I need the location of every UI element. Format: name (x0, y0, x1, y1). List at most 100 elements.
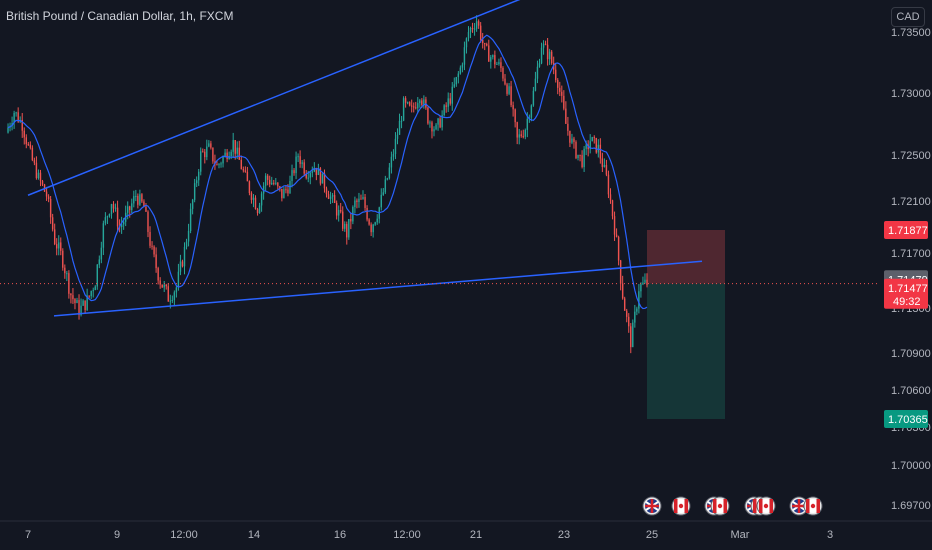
candle (41, 180, 44, 185)
candle (632, 322, 634, 348)
candle (561, 91, 563, 96)
candle (275, 182, 277, 184)
candle (382, 192, 385, 195)
candle (51, 217, 54, 230)
candle (25, 137, 27, 145)
candle (96, 264, 98, 287)
uk-flag-icon[interactable] (642, 496, 662, 516)
candle (299, 156, 301, 164)
candle (583, 148, 585, 167)
canada-flag-icon[interactable] (756, 496, 776, 516)
candle (532, 90, 535, 106)
candle (108, 214, 111, 217)
candle (129, 206, 131, 211)
flag-band (684, 499, 688, 513)
candle (303, 162, 305, 174)
candle (285, 189, 287, 191)
candle (621, 283, 624, 299)
candle (224, 152, 226, 157)
target-price-tag: 1.70365 (888, 414, 928, 426)
candle (423, 99, 425, 105)
candle (104, 217, 107, 224)
candle (157, 268, 159, 281)
x-tick-label: 25 (646, 529, 658, 541)
candle (441, 115, 443, 128)
candle (90, 291, 92, 297)
candle (106, 216, 109, 218)
uk-flag-icon[interactable] (789, 496, 809, 516)
candle (419, 100, 421, 104)
candle (323, 173, 326, 189)
candle (266, 175, 269, 180)
candle (195, 180, 198, 184)
flag-band (674, 499, 678, 513)
candle (392, 154, 395, 157)
candle (185, 241, 188, 247)
candle (317, 168, 320, 176)
candle (573, 138, 575, 142)
candle (555, 69, 557, 80)
candle (173, 292, 176, 300)
candle (617, 236, 620, 261)
candle (60, 242, 62, 251)
candle (315, 167, 318, 176)
candle (228, 156, 230, 160)
candle (457, 73, 460, 78)
candle (169, 300, 172, 302)
canada-flag-icon[interactable] (803, 496, 823, 516)
candle (404, 98, 407, 103)
flag-band (713, 499, 717, 513)
canada-flag-icon[interactable] (710, 496, 730, 516)
candle (410, 105, 413, 107)
candle (634, 311, 636, 323)
candle (346, 223, 348, 238)
candle (147, 211, 149, 232)
candle (329, 196, 332, 199)
candle (386, 178, 389, 180)
candle (187, 231, 190, 242)
candle (291, 170, 293, 181)
candle (431, 122, 433, 132)
candle (601, 158, 604, 167)
candle (102, 223, 105, 248)
candle (463, 47, 466, 65)
candle (153, 246, 155, 255)
candle (520, 134, 522, 137)
candle (628, 316, 630, 327)
candle (238, 147, 240, 160)
trendline-upper (27, 0, 521, 196)
x-tick-label: 7 (25, 529, 31, 541)
candle (589, 141, 591, 150)
x-tick-label: 16 (334, 529, 346, 541)
candle (575, 141, 577, 159)
candle (45, 191, 48, 197)
candle (258, 205, 261, 214)
candle (360, 198, 362, 200)
candle (66, 273, 68, 275)
flag-band (806, 499, 810, 513)
candle (268, 179, 271, 185)
candle (313, 167, 316, 172)
candle (31, 147, 34, 161)
candle (193, 183, 196, 200)
candle (260, 193, 263, 206)
candle (325, 188, 328, 195)
candle (512, 105, 514, 110)
candle (486, 43, 488, 46)
candle (13, 112, 15, 124)
candle (522, 136, 524, 138)
candle (76, 300, 78, 304)
canada-flag-icon[interactable] (671, 496, 691, 516)
candle (546, 44, 549, 60)
candle (498, 62, 500, 64)
candle (400, 120, 403, 122)
candle (49, 199, 52, 218)
candle (563, 95, 565, 109)
currency-button[interactable]: CAD (891, 7, 925, 27)
candle (524, 129, 527, 137)
candle (112, 204, 115, 209)
candle (526, 118, 529, 130)
current-price-tag: 1.71477 (888, 283, 928, 295)
flag-band (759, 499, 763, 513)
